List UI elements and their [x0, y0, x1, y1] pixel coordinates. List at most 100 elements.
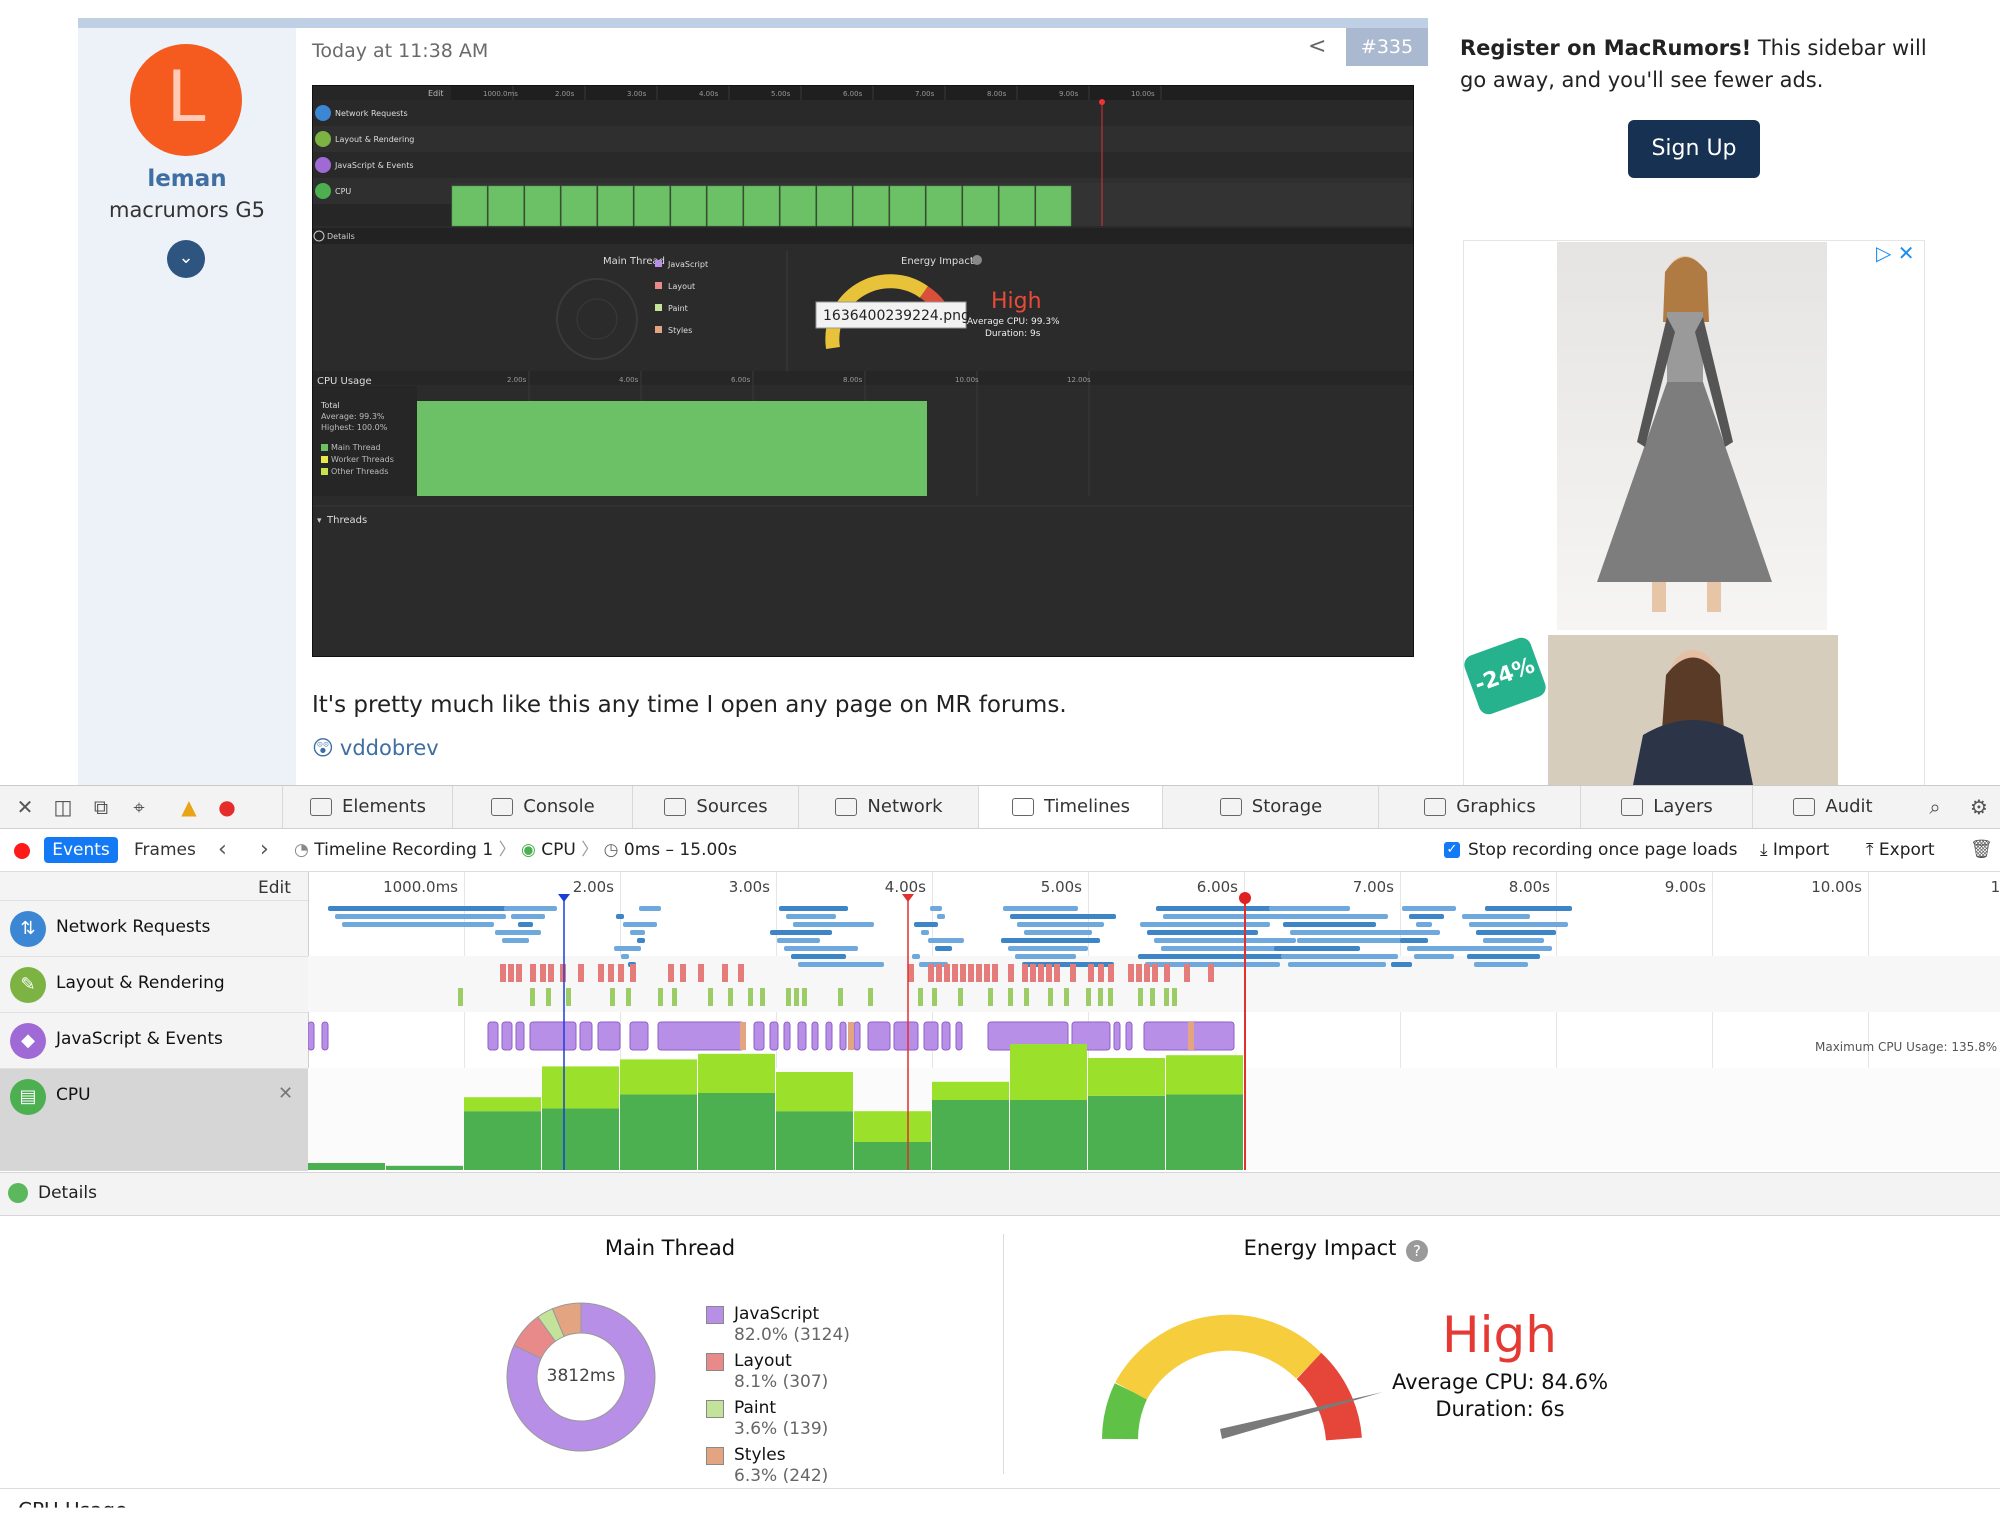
reaction-user[interactable]: vddobrev — [339, 736, 439, 760]
breadcrumb-cpu[interactable]: CPU — [541, 840, 576, 860]
timeline-ruler[interactable]: 1000.0ms 2.00s 3.00s 4.00s 5.00s 6.00s 7.00s 8.… — [308, 872, 2000, 1170]
donut-slice-styles[interactable] — [551, 1302, 582, 1338]
post-number-link[interactable]: #335 — [1346, 28, 1428, 66]
tab-console[interactable]: Console — [452, 786, 633, 828]
track-label: Network Requests — [56, 917, 211, 937]
shot-track-label: JavaScript & Events — [334, 161, 414, 170]
ruler-tick-label: 4.00s — [884, 878, 926, 896]
shot-cpu-bar — [597, 185, 634, 227]
frames-toggle[interactable]: Frames — [134, 840, 196, 860]
shot-tick-label: 7.00s — [915, 90, 935, 98]
tab-network[interactable]: Network — [798, 786, 979, 828]
tab-audit[interactable]: Audit — [1752, 786, 1913, 828]
stop-recording-checkbox[interactable]: ✓ Stop recording once page loads — [1444, 837, 1738, 863]
details-cpu-icon — [8, 1183, 28, 1203]
username-link[interactable]: leman — [147, 166, 227, 192]
tab-layers[interactable]: Layers — [1580, 786, 1753, 828]
details-header[interactable]: Details — [0, 1172, 2000, 1216]
ruler-gridline — [1088, 872, 1089, 1170]
shot-high: High — [991, 289, 1042, 314]
details-divider — [1003, 1234, 1004, 1474]
energy-impact-title: Energy Impact — [1243, 1236, 1397, 1260]
undock-icon[interactable]: ⧉ — [93, 795, 109, 819]
clear-trash-icon[interactable]: 🗑 — [1970, 839, 1993, 860]
warning-icon[interactable]: ▲ — [181, 795, 197, 819]
track-javascript-events[interactable]: ◆ JavaScript & Events — [0, 1012, 308, 1069]
timelines-icon — [1012, 798, 1035, 816]
legend-item-paint: Paint 3.6% (139) — [706, 1398, 866, 1442]
ruler-gridline — [1556, 872, 1557, 1170]
timeline-graph[interactable] — [308, 872, 2000, 1170]
timeline-toolbar: Events Frames ‹ › ◔ Timeline Recording 1… — [0, 829, 2000, 872]
import-button[interactable]: ⤓ Import — [1760, 837, 1829, 863]
attached-screenshot[interactable]: Edit 1000.0ms 2.00s 3.00s 4.00s 5.00s 6.00s 7.… — [312, 85, 1414, 657]
checkbox-checked-icon[interactable]: ✓ — [1444, 842, 1460, 858]
shot-tick-label: 1000.0ms — [483, 90, 518, 98]
track-layout-rendering[interactable]: ✎ Layout & Rendering — [0, 956, 308, 1013]
shot-filename: 1636400239224.png — [823, 308, 970, 324]
sign-up-button[interactable]: Sign Up — [1628, 120, 1760, 178]
search-icon[interactable]: ⌕ — [1929, 795, 1941, 819]
shot-cpu-bar — [780, 185, 816, 227]
main-thread-donut[interactable] — [486, 1282, 676, 1472]
tab-timelines[interactable]: Timelines — [978, 786, 1163, 828]
dock-side-icon[interactable]: ◫ — [53, 795, 73, 819]
register-promo-strong: Register on MacRumors! — [1460, 36, 1752, 60]
breadcrumb-range[interactable]: 0ms – 15.00s — [623, 840, 737, 860]
remove-track-icon[interactable]: ✕ — [278, 1083, 294, 1104]
tab-label: Elements — [342, 796, 426, 817]
tab-label: Sources — [696, 796, 768, 817]
avatar[interactable]: L — [130, 44, 242, 156]
storage-icon — [1219, 798, 1242, 816]
shot-legend: JavaScript Layout Paint Styles — [655, 260, 708, 335]
clock-icon: ◷ — [603, 840, 619, 860]
export-button[interactable]: ⤒ Export — [1866, 837, 1935, 863]
shot-tick-label: 5.00s — [771, 90, 791, 98]
track-label: JavaScript & Events — [56, 1029, 223, 1049]
shot-legend-swatch — [655, 326, 662, 333]
ruler-gridline — [1712, 872, 1713, 1170]
section-divider — [0, 1488, 2000, 1489]
ad-choices-close-icon[interactable]: ▷ ✕ — [1876, 241, 1915, 265]
astonished-emoji-icon: 😲 — [312, 736, 334, 760]
breadcrumb-recording[interactable]: Timeline Recording 1 — [314, 840, 494, 860]
shot-cpu-bar — [634, 185, 670, 227]
shot-thread-label: Other Threads — [331, 467, 388, 476]
edit-button[interactable]: Edit — [258, 878, 291, 898]
tab-label: Console — [523, 796, 595, 817]
shot-avg: Average CPU: 99.3% — [967, 317, 1060, 327]
share-icon[interactable]: < — [1308, 34, 1327, 59]
back-arrow-icon[interactable]: ‹ — [218, 837, 227, 862]
close-icon[interactable]: ✕ — [16, 795, 34, 819]
post-timestamp[interactable]: Today at 11:38 AM — [312, 40, 489, 62]
forum-page: L leman macrumors G5 ⌄ Today at 11:38 AM… — [78, 18, 1927, 785]
track-network-requests[interactable]: ⇅ Network Requests — [0, 900, 308, 957]
shot-tick-label: 2.00s — [555, 90, 575, 98]
inspect-element-icon[interactable]: ⌖ — [133, 795, 145, 819]
tab-sources[interactable]: Sources — [632, 786, 799, 828]
playhead-handle[interactable] — [1239, 892, 1251, 904]
settings-gear-icon[interactable]: ⚙ — [1970, 795, 1988, 819]
help-question-icon[interactable]: ? — [1406, 1240, 1428, 1262]
track-cpu[interactable]: ▤ CPU ✕ — [0, 1068, 308, 1171]
tab-storage[interactable]: Storage — [1162, 786, 1379, 828]
chevron-down-icon[interactable]: ⌄ — [167, 240, 205, 278]
record-button[interactable] — [14, 843, 30, 859]
tab-graphics[interactable]: Graphics — [1378, 786, 1581, 828]
svg-text:▾: ▾ — [317, 516, 322, 526]
forward-arrow-icon[interactable]: › — [260, 837, 269, 862]
shot-details: Details — [327, 232, 355, 241]
error-icon[interactable]: ● — [218, 795, 236, 819]
ruler-gridline — [932, 872, 933, 1170]
ad-image-blouse[interactable] — [1548, 635, 1838, 785]
legend-percent: 82.0% (3124) — [734, 1325, 850, 1345]
tab-elements[interactable]: Elements — [282, 786, 453, 828]
donut-slice-javascript[interactable] — [506, 1302, 656, 1452]
energy-duration: Duration: 6s — [1435, 1397, 1565, 1421]
shot-tick-label: 10.00s — [1131, 90, 1155, 98]
export-icon: ⤒ — [1866, 840, 1874, 860]
cpu-usage-heading: CPU Usage — [18, 1498, 128, 1522]
reaction-summary[interactable]: 😲 vddobrev — [312, 736, 439, 760]
ad-image-dress[interactable] — [1557, 242, 1827, 630]
events-toggle[interactable]: Events — [44, 837, 118, 863]
